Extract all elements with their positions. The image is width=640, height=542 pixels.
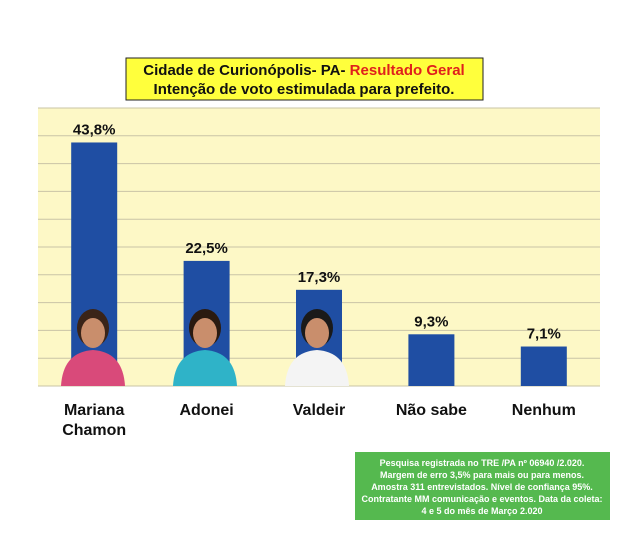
note-line: Contratante MM comunicação e eventos. Da… (361, 494, 602, 504)
photo-body (285, 350, 349, 386)
title-part: Cidade de Curionópolis- PA- (143, 62, 349, 79)
value-label: 17,3% (298, 269, 341, 286)
note-line: Pesquisa registrada no TRE /PA nº 06940 … (380, 458, 585, 468)
value-label: 43,8% (73, 121, 116, 138)
photo-face (193, 318, 217, 348)
note-line: Margem de erro 3,5% para mais ou para me… (380, 470, 584, 480)
bar (71, 142, 118, 386)
value-label: 9,3% (414, 313, 448, 330)
note-line: 4 e 5 do mês de Março 2.020 (421, 506, 542, 516)
photo-face (81, 318, 105, 348)
x-tick-label: Mariana Chamon (62, 402, 127, 439)
bar (520, 346, 567, 386)
x-tick-label: Adonei (179, 402, 234, 419)
bar (408, 334, 455, 386)
chart-subtitle: Intenção de voto estimulada para prefeit… (154, 81, 455, 98)
photo-face (305, 318, 329, 348)
photo-body (173, 350, 237, 386)
note-line: Amostra 311 entrevistados. Nível de conf… (371, 482, 593, 492)
photo-body (61, 350, 125, 386)
value-label: 22,5% (185, 240, 228, 257)
x-tick-label: Nenhum (511, 402, 576, 419)
title-box (125, 57, 484, 101)
title-highlight: Resultado Geral (350, 62, 465, 79)
value-label: 7,1% (527, 326, 561, 343)
note-box (355, 452, 610, 520)
x-tick-label: Não sabe (395, 402, 467, 419)
chart-title: Cidade de Curionópolis- PA- Resultado Ge… (143, 62, 464, 79)
x-tick-label: Valdeir (292, 402, 346, 419)
